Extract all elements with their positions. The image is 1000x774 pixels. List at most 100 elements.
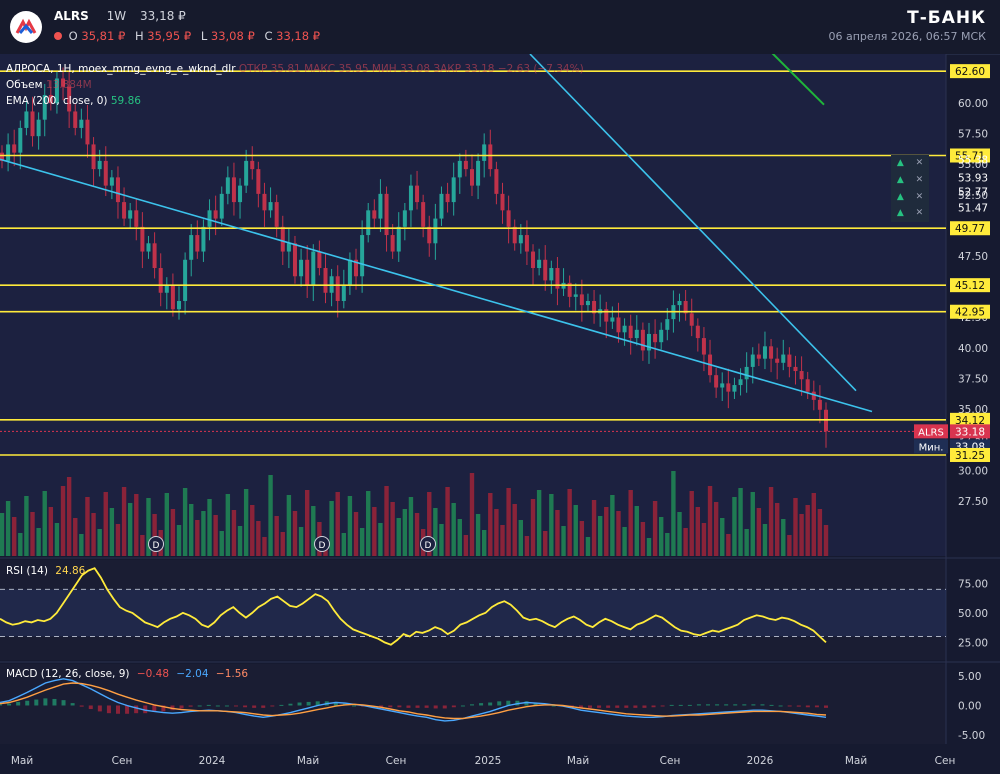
close-label: C bbox=[264, 29, 273, 43]
time-axis-label: Сен bbox=[112, 755, 133, 767]
volume-bar bbox=[512, 504, 517, 556]
price-tag-label-bg bbox=[914, 424, 948, 439]
rsi-legend[interactable]: RSI (14) 24.86 bbox=[6, 565, 85, 577]
volume-bar bbox=[604, 507, 609, 556]
ema-value: 59.86 bbox=[110, 95, 141, 107]
alert-close-icon[interactable]: ✕ bbox=[915, 158, 924, 169]
volume-bar bbox=[127, 503, 133, 556]
rsi-line bbox=[0, 567, 827, 646]
candle-body bbox=[24, 111, 29, 128]
ticker-symbol[interactable]: ALRS bbox=[54, 9, 89, 23]
rsi-tick-label: 25.00 bbox=[958, 637, 988, 649]
macd-histogram-bar bbox=[206, 704, 211, 706]
alert-row[interactable]: ▲ ✕ bbox=[891, 155, 929, 172]
volume-bar bbox=[256, 521, 261, 556]
dividend-marker-label: D bbox=[319, 541, 326, 551]
volume-bar bbox=[207, 499, 212, 556]
volume-bar bbox=[488, 493, 493, 556]
alert-bell-icon[interactable]: ▲ bbox=[896, 208, 904, 219]
volume-bar bbox=[97, 529, 102, 556]
macd-histogram-bar bbox=[134, 705, 139, 714]
ema-label: EMA (200, close, 0) bbox=[6, 95, 108, 107]
candle-body bbox=[396, 226, 401, 252]
candle-body bbox=[616, 317, 621, 333]
candle-body bbox=[73, 111, 78, 128]
candle-body bbox=[506, 210, 511, 227]
volume-bar bbox=[762, 524, 768, 556]
ema-legend-row[interactable]: EMA (200, close, 0) 59.86 bbox=[6, 93, 584, 109]
candle-body bbox=[323, 268, 328, 293]
macd-histogram-bar bbox=[651, 705, 656, 708]
volume-bar bbox=[530, 499, 536, 556]
open-label: O bbox=[68, 29, 78, 43]
alert-close-icon[interactable]: ✕ bbox=[915, 208, 924, 219]
macd-histogram-bar bbox=[460, 705, 465, 707]
alert-bell-icon[interactable]: ▲ bbox=[896, 175, 904, 186]
alert-row[interactable]: ▲ ✕ bbox=[891, 172, 929, 189]
macd-histogram-bar bbox=[669, 704, 674, 706]
candle-body bbox=[469, 169, 474, 186]
macd-histogram-bar bbox=[642, 705, 647, 708]
volume-bar bbox=[756, 508, 762, 556]
macd-histogram-bar bbox=[787, 705, 792, 707]
rsi-label: RSI (14) bbox=[6, 565, 48, 577]
alert-close-icon[interactable]: ✕ bbox=[915, 175, 924, 186]
candle-body bbox=[12, 144, 17, 153]
volume-bar bbox=[445, 487, 450, 556]
timeframe-label[interactable]: 1W bbox=[106, 9, 127, 23]
macd-histogram-bar bbox=[7, 703, 12, 706]
candle-body bbox=[653, 333, 658, 343]
volume-bar bbox=[567, 489, 572, 556]
candle-body bbox=[482, 144, 487, 161]
macd-histogram-bar bbox=[161, 705, 166, 712]
ticker-title[interactable]: ALRS 1W 33,18 ₽ bbox=[54, 9, 196, 23]
upper-trend-line bbox=[529, 54, 857, 392]
candle-body bbox=[115, 177, 120, 203]
macd-histogram-bar bbox=[197, 705, 202, 707]
macd-histogram-bar bbox=[34, 699, 39, 706]
alert-panel[interactable]: ▲ ✕ ▲ ✕ ▲ ✕ ▲ ✕ bbox=[891, 155, 929, 222]
alert-bell-icon[interactable]: ▲ bbox=[896, 158, 904, 169]
volume-bar bbox=[189, 504, 194, 556]
volume-bar bbox=[329, 501, 334, 556]
macd-histogram-bar bbox=[733, 704, 738, 706]
candle-body bbox=[769, 346, 774, 359]
volume-bar bbox=[793, 498, 798, 556]
volume-bar bbox=[372, 507, 377, 556]
main-legend: АЛРОСА, 1Н, moex_mrng_evng_e_wknd_dlr ОТ… bbox=[6, 61, 584, 109]
macd-histogram-bar bbox=[588, 705, 592, 708]
candle-body bbox=[280, 226, 285, 252]
candle-body bbox=[500, 193, 505, 211]
alert-close-icon[interactable]: ✕ bbox=[915, 191, 924, 202]
macd-histogram-bar bbox=[179, 705, 184, 709]
series-legend-row[interactable]: АЛРОСА, 1Н, moex_mrng_evng_e_wknd_dlr ОТ… bbox=[6, 61, 584, 77]
volume-bar bbox=[109, 508, 115, 556]
candle-body bbox=[299, 259, 304, 277]
macd-histogram-bar bbox=[660, 705, 665, 707]
price-tick-label: 47.50 bbox=[958, 251, 988, 263]
alert-row[interactable]: ▲ ✕ bbox=[891, 205, 929, 222]
candle-body bbox=[604, 309, 609, 322]
volume-bar bbox=[646, 538, 652, 556]
macd-histogram-bar bbox=[224, 705, 229, 707]
alert-row[interactable]: ▲ ✕ bbox=[891, 188, 929, 205]
volume-bar bbox=[353, 512, 359, 556]
candle-body bbox=[140, 226, 145, 252]
volume-bar bbox=[335, 492, 340, 556]
candle-body bbox=[579, 294, 584, 306]
candle-body bbox=[732, 385, 737, 392]
volume-bar bbox=[543, 531, 548, 556]
alert-bell-icon[interactable]: ▲ bbox=[896, 191, 904, 202]
macd-histogram-bar bbox=[442, 705, 447, 709]
chart-area[interactable]: 27.5030.0032.5035.0037.5040.0042.5045.00… bbox=[0, 54, 1000, 774]
volume-bar bbox=[738, 488, 743, 556]
volume-bar bbox=[799, 514, 804, 556]
macd-histogram-bar bbox=[524, 701, 529, 706]
volume-bar bbox=[298, 527, 304, 556]
volume-bar bbox=[652, 501, 658, 556]
volume-legend-row[interactable]: Объем 13.884M bbox=[6, 77, 584, 93]
macd-legend[interactable]: MACD (12, 26, close, 9) −0.48 −2.04 −1.5… bbox=[6, 668, 248, 680]
dividend-marker-label: D bbox=[153, 541, 160, 551]
candle-body bbox=[366, 210, 371, 236]
volume-bar bbox=[689, 491, 694, 556]
